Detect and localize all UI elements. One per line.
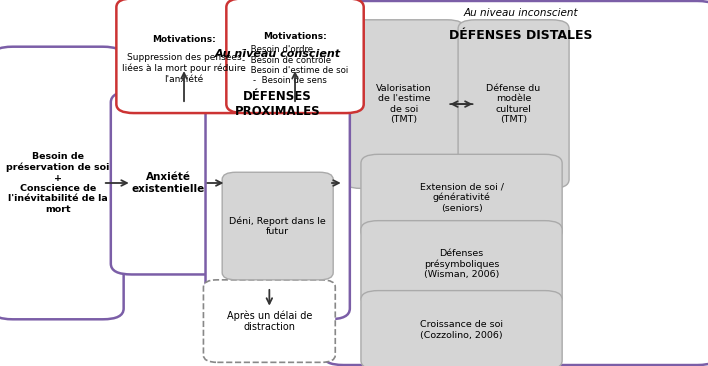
FancyBboxPatch shape (203, 280, 336, 362)
Text: Déni, Report dans le
futur: Déni, Report dans le futur (229, 216, 326, 236)
FancyBboxPatch shape (343, 20, 464, 188)
Text: Motivations:: Motivations: (263, 32, 327, 41)
Text: -  Besoin d'ordre
-  Besoin de contrôle
-  Besoin d'estime de soi
    -  Besoin : - Besoin d'ordre - Besoin de contrôle - … (242, 45, 348, 85)
Text: Anxiété
existentielle: Anxiété existentielle (132, 172, 205, 194)
FancyBboxPatch shape (361, 221, 562, 307)
FancyBboxPatch shape (361, 154, 562, 240)
Text: DÉFENSES
PROXIMALES: DÉFENSES PROXIMALES (235, 90, 321, 118)
Text: Motivations:: Motivations: (152, 35, 216, 44)
FancyBboxPatch shape (0, 47, 124, 319)
Text: Valorisation
de l'estime
de soi
(TMT): Valorisation de l'estime de soi (TMT) (376, 84, 432, 124)
FancyBboxPatch shape (323, 1, 708, 365)
Text: Croissance de soi
(Cozzolino, 2006): Croissance de soi (Cozzolino, 2006) (420, 320, 503, 340)
Text: Besoin de
préservation de soi
+
Conscience de
l'inévitabilité de la
mort: Besoin de préservation de soi + Conscien… (6, 152, 110, 214)
Text: Après un délai de
distraction: Après un délai de distraction (227, 310, 312, 332)
FancyBboxPatch shape (227, 0, 364, 113)
Text: Extension de soi /
générativité
(seniors): Extension de soi / générativité (seniors… (420, 182, 503, 213)
Text: Défense du
modèle
culturel
(TMT): Défense du modèle culturel (TMT) (486, 84, 541, 124)
Text: Défenses
présymboliques
(Wisman, 2006): Défenses présymboliques (Wisman, 2006) (424, 249, 499, 279)
Text: DÉFENSES DISTALES: DÉFENSES DISTALES (449, 29, 593, 42)
FancyBboxPatch shape (205, 61, 350, 319)
FancyBboxPatch shape (222, 172, 333, 280)
FancyBboxPatch shape (361, 291, 562, 366)
FancyBboxPatch shape (458, 20, 569, 188)
FancyBboxPatch shape (116, 0, 251, 113)
FancyBboxPatch shape (111, 92, 225, 274)
Text: Suppression des pensées
liées à la mort pour réduire
l'anxiété: Suppression des pensées liées à la mort … (122, 53, 246, 84)
Text: Au niveau inconscient: Au niveau inconscient (463, 8, 578, 18)
Text: Au niveau conscient: Au niveau conscient (215, 49, 341, 59)
